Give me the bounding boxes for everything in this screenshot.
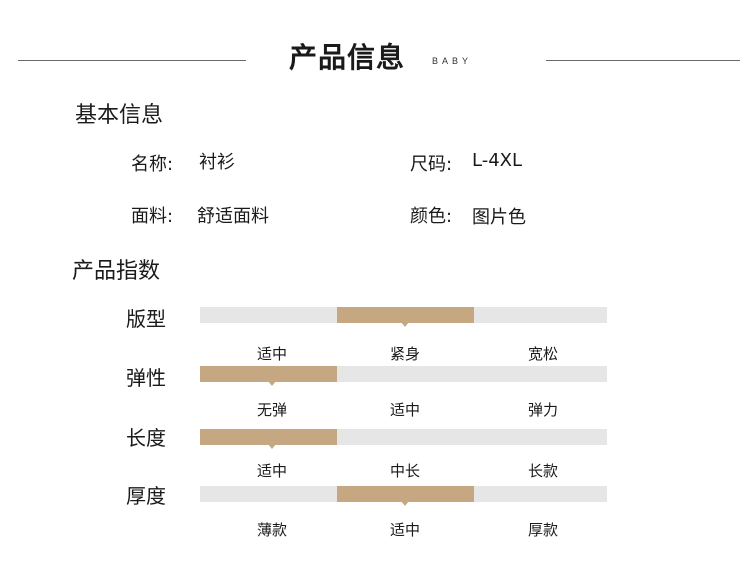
index-pointer-icon <box>401 501 409 506</box>
product-index-title: 产品指数 <box>72 259 161 284</box>
index-option-label: 弹力 <box>527 401 559 419</box>
index-selected-segment <box>337 486 474 502</box>
fabric-value: 舒适面料 <box>197 206 269 227</box>
color-value: 图片色 <box>472 207 526 228</box>
index-scale-track <box>200 366 607 386</box>
index-row-label: 弹性 <box>126 366 166 390</box>
header-divider-right <box>546 60 740 61</box>
index-selected-segment <box>337 307 474 323</box>
size-value: L-4XL <box>472 150 523 171</box>
index-option-label: 长款 <box>527 462 559 480</box>
index-scale-track <box>200 307 607 327</box>
index-option-label: 适中 <box>256 345 288 363</box>
index-pointer-icon <box>268 444 276 449</box>
index-option-label: 薄款 <box>256 521 288 539</box>
index-row-label: 版型 <box>126 307 166 331</box>
size-label: 尺码: <box>410 154 453 175</box>
index-option-label: 适中 <box>389 401 421 419</box>
name-value: 衬衫 <box>199 152 235 173</box>
fabric-label: 面料: <box>131 206 174 227</box>
page-title: 产品信息 <box>289 41 406 74</box>
index-row-label: 厚度 <box>126 484 166 508</box>
index-selected-segment <box>200 366 337 382</box>
basic-info-title: 基本信息 <box>75 103 164 128</box>
color-label: 颜色: <box>410 206 453 227</box>
index-scale-track <box>200 486 607 506</box>
header-divider-left <box>18 60 246 61</box>
index-option-label: 适中 <box>389 521 421 539</box>
index-pointer-icon <box>268 381 276 386</box>
index-option-label: 中长 <box>389 462 421 480</box>
index-row-label: 长度 <box>126 426 166 450</box>
index-option-label: 厚款 <box>527 521 559 539</box>
index-option-label: 适中 <box>256 462 288 480</box>
page-subtitle: BABY <box>432 56 473 66</box>
index-option-label: 紧身 <box>389 345 421 363</box>
name-label: 名称: <box>131 154 174 175</box>
index-scale-track <box>200 429 607 449</box>
index-pointer-icon <box>401 322 409 327</box>
index-selected-segment <box>200 429 337 445</box>
index-option-label: 宽松 <box>527 345 559 363</box>
index-option-label: 无弹 <box>256 401 288 419</box>
